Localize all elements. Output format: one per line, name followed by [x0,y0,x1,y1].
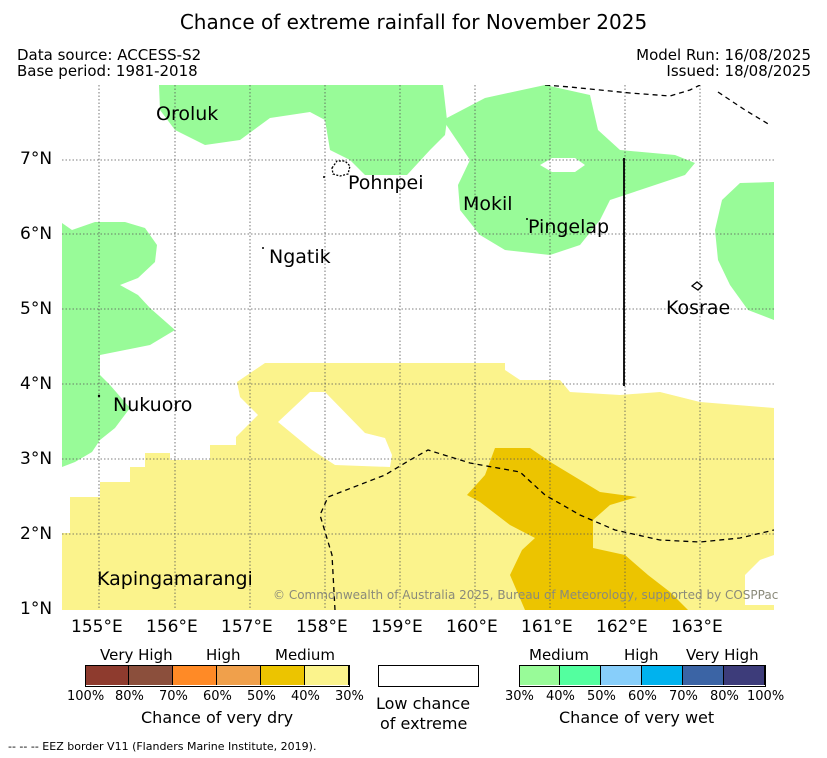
label-nukuoro: Nukuoro [113,394,193,416]
dry-swatch-0 [85,665,129,685]
label-kapingamarangi: Kapingamarangi [97,568,253,590]
lat-tick-5: 5°N [20,299,53,319]
chart-title: Chance of extreme rainfall for November … [179,10,648,34]
dry-cat-medium: Medium [275,646,335,664]
wet-label-1: 40% [546,689,575,704]
lon-tick-159: 159°E [371,617,423,637]
dry-swatch-1 [129,665,173,685]
wet-label-5: 80% [710,689,739,704]
wet-label-4: 70% [669,689,698,704]
lon-tick-157: 157°E [221,617,273,637]
dry-swatch-3 [217,665,261,685]
pohnpei-island [331,160,351,177]
wet-label-2: 50% [587,689,616,704]
island-outlines [331,160,703,291]
wet-cat-high: High [624,646,659,664]
wet-cat-very-high: Very High [686,646,759,664]
label-kosrae: Kosrae [666,297,731,319]
wet-region-east [715,182,774,320]
lat-tick-4: 4°N [20,374,53,394]
dry-cat-very-high: Very High [100,646,173,664]
mokil-dot [526,218,528,220]
wet-swatch-1 [560,665,601,685]
dry-swatch-4 [261,665,305,685]
label-mokil: Mokil [463,193,513,215]
wet-swatch-4 [683,665,724,685]
eez-border [319,85,774,610]
dry-label-4: 50% [247,689,276,704]
lon-tick-155: 155°E [71,617,123,637]
wet-caption: Chance of very wet [559,708,715,727]
data-source: Data source: ACCESS-S2 [17,46,202,64]
dry-frame [85,665,350,687]
lat-tick-1: 1°N [20,599,53,619]
lat-tick-3: 3°N [20,449,53,469]
wet-swatch-2 [601,665,642,685]
wet-region-west [62,222,175,467]
low-caption-line2: of extreme [380,714,468,733]
label-pingelap: Pingelap [528,216,610,238]
dry-caption: Chance of very dry [141,708,294,727]
wet-label-0: 30% [505,689,534,704]
lon-tick-163: 163°E [671,617,723,637]
ngatik-dot [262,247,264,249]
gridlines [62,85,774,610]
model-run: Model Run: 16/08/2025 [636,46,811,64]
wet-label-3: 60% [628,689,657,704]
dry-swatch-5 [305,665,349,685]
label-ngatik: Ngatik [269,246,331,268]
copyright-notice: © Commonwealth of Australia 2025, Bureau… [273,588,779,602]
low-caption-line1: Low chance [376,694,471,713]
lat-tick-2: 2°N [20,524,53,544]
lon-tick-160: 160°E [446,617,498,637]
dry-label-0: 100% [67,689,105,704]
lat-tick-6: 6°N [20,224,53,244]
lon-tick-162: 162°E [596,617,648,637]
wet-label-6: 100% [747,689,785,704]
dry-label-1: 80% [115,689,144,704]
wet-swatch-0 [519,665,560,685]
lon-tick-158: 158°E [296,617,348,637]
wet-swatch-3 [642,665,683,685]
kosrae-island [690,281,703,291]
dry-label-5: 40% [291,689,320,704]
dry-cat-high: High [206,646,241,664]
label-oroluk: Oroluk [156,103,219,125]
dry-swatch-2 [173,665,217,685]
eez-legend-note: -- -- -- EEZ border V11 (Flanders Marine… [8,740,317,753]
dry-label-2: 70% [159,689,188,704]
lon-tick-161: 161°E [521,617,573,637]
label-pohnpei: Pohnpei [348,172,424,194]
dry-label-6: 30% [335,689,364,704]
issued-date: Issued: 18/08/2025 [666,62,811,80]
wet-swatch-5 [724,665,765,685]
low-chance-swatch [378,665,479,687]
base-period: Base period: 1981-2018 [17,62,198,80]
lon-tick-156: 156°E [146,617,198,637]
wet-region-northeast [443,85,695,255]
nukuoro-dot [97,394,101,398]
lat-tick-7: 7°N [20,149,53,169]
dry-label-3: 60% [203,689,232,704]
pohnpei-dot [323,176,325,178]
wet-frame [519,665,766,687]
wet-region-north [159,85,447,175]
dry-medium-region [62,363,774,610]
dry-high-region [467,448,688,610]
wet-cat-medium: Medium [529,646,589,664]
